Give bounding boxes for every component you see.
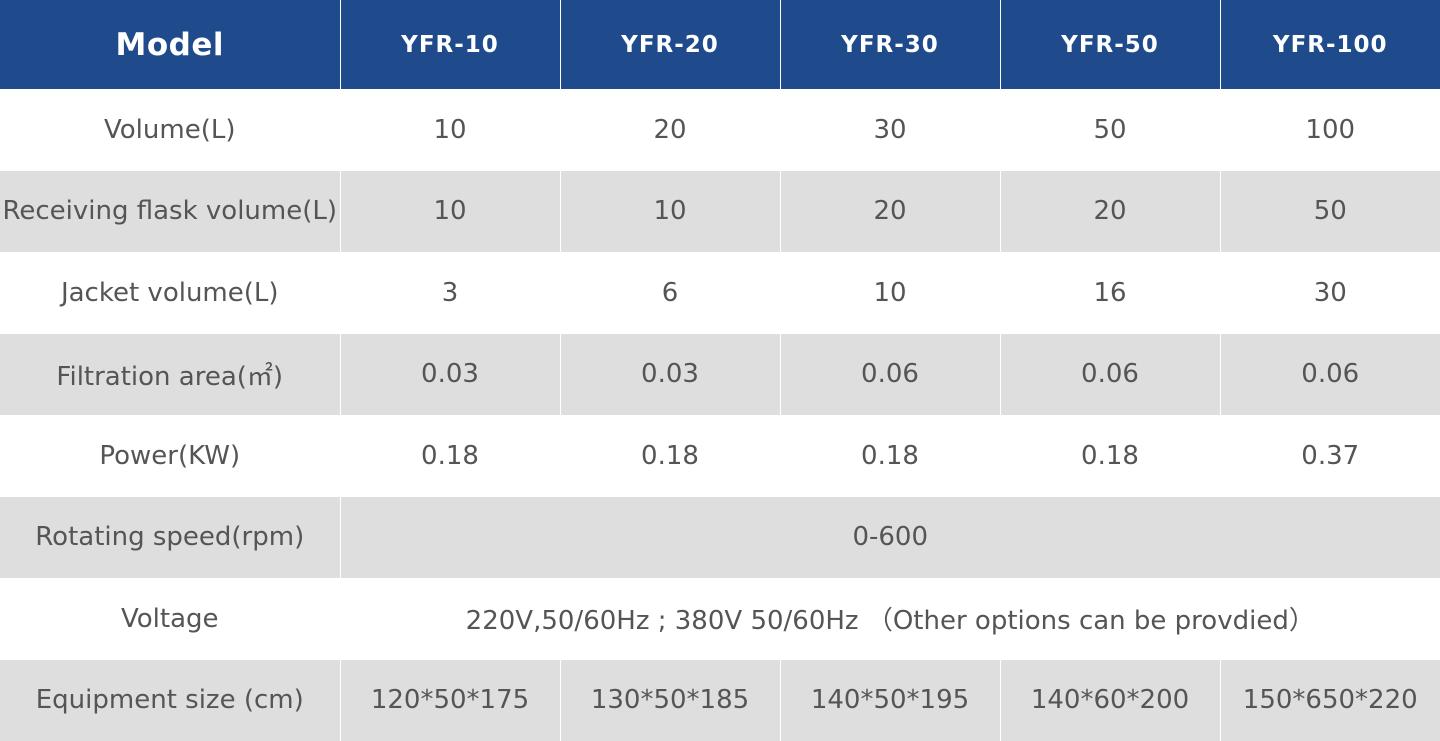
header-model-yfr-100: YFR-100 (1219, 0, 1440, 89)
table-cell: 0.06 (1219, 333, 1440, 415)
table-cell: 0.06 (779, 333, 1000, 415)
table-cell: 20 (779, 170, 1000, 252)
table-cell: 150*650*220 (1219, 659, 1440, 741)
header-model-label: Model (0, 0, 340, 89)
table-cell: 20 (999, 170, 1220, 252)
row-label: Rotating speed(rpm) (0, 496, 340, 578)
table-row-power: Power(KW) 0.18 0.18 0.18 0.18 0.37 (0, 415, 1440, 497)
table-cell: 0.03 (559, 333, 780, 415)
table-cell: 100 (1219, 89, 1440, 171)
table-cell: 20 (559, 89, 780, 171)
table-header: Model YFR-10 YFR-20 YFR-30 YFR-50 YFR-10… (0, 0, 1440, 89)
table-cell: 30 (1219, 252, 1440, 334)
table-row-rotating-speed: Rotating speed(rpm) 0-600 (0, 496, 1440, 578)
row-label: Power(KW) (0, 415, 340, 497)
row-label: Filtration area(㎡) (0, 333, 340, 415)
row-label: Volume(L) (0, 89, 340, 171)
table-cell: 140*60*200 (999, 659, 1220, 741)
table-cell: 0.06 (999, 333, 1220, 415)
table-body: Volume(L) 10 20 30 50 100 Receiving flas… (0, 89, 1440, 741)
row-label: Voltage (0, 578, 340, 660)
table-row-equipment-size: Equipment size (cm) 120*50*175 130*50*18… (0, 659, 1440, 741)
table-cell: 10 (339, 170, 560, 252)
header-model-yfr-20: YFR-20 (559, 0, 780, 89)
table-cell: 50 (999, 89, 1220, 171)
table-row-receiving-flask-volume: Receiving flask volume(L) 10 10 20 20 50 (0, 170, 1440, 252)
table-cell: 16 (999, 252, 1220, 334)
table-cell: 120*50*175 (339, 659, 560, 741)
table-row-jacket-volume: Jacket volume(L) 3 6 10 16 30 (0, 252, 1440, 334)
table-cell: 30 (779, 89, 1000, 171)
header-model-yfr-10: YFR-10 (339, 0, 560, 89)
table-cell: 50 (1219, 170, 1440, 252)
table-cell: 3 (339, 252, 560, 334)
table-cell-span: 220V,50/60Hz ; 380V 50/60Hz （Other optio… (339, 578, 1440, 660)
table-row-filtration-area: Filtration area(㎡) 0.03 0.03 0.06 0.06 0… (0, 333, 1440, 415)
row-label: Jacket volume(L) (0, 252, 340, 334)
table-cell: 140*50*195 (779, 659, 1000, 741)
table-cell: 0.03 (339, 333, 560, 415)
row-label: Equipment size (cm) (0, 659, 340, 741)
header-model-yfr-30: YFR-30 (779, 0, 1000, 89)
table-cell: 0.37 (1219, 415, 1440, 497)
table-cell: 10 (559, 170, 780, 252)
row-label: Receiving flask volume(L) (0, 170, 340, 252)
header-row: Model YFR-10 YFR-20 YFR-30 YFR-50 YFR-10… (0, 0, 1440, 89)
table-cell: 130*50*185 (559, 659, 780, 741)
table-cell: 6 (559, 252, 780, 334)
table-cell: 0.18 (779, 415, 1000, 497)
table-cell: 0.18 (999, 415, 1220, 497)
table-row-voltage: Voltage 220V,50/60Hz ; 380V 50/60Hz （Oth… (0, 578, 1440, 660)
table-cell: 10 (339, 89, 560, 171)
table-cell: 10 (779, 252, 1000, 334)
table-cell-span: 0-600 (339, 496, 1440, 578)
table-cell: 0.18 (339, 415, 560, 497)
table-row-volume: Volume(L) 10 20 30 50 100 (0, 89, 1440, 171)
header-model-yfr-50: YFR-50 (999, 0, 1220, 89)
table-cell: 0.18 (559, 415, 780, 497)
